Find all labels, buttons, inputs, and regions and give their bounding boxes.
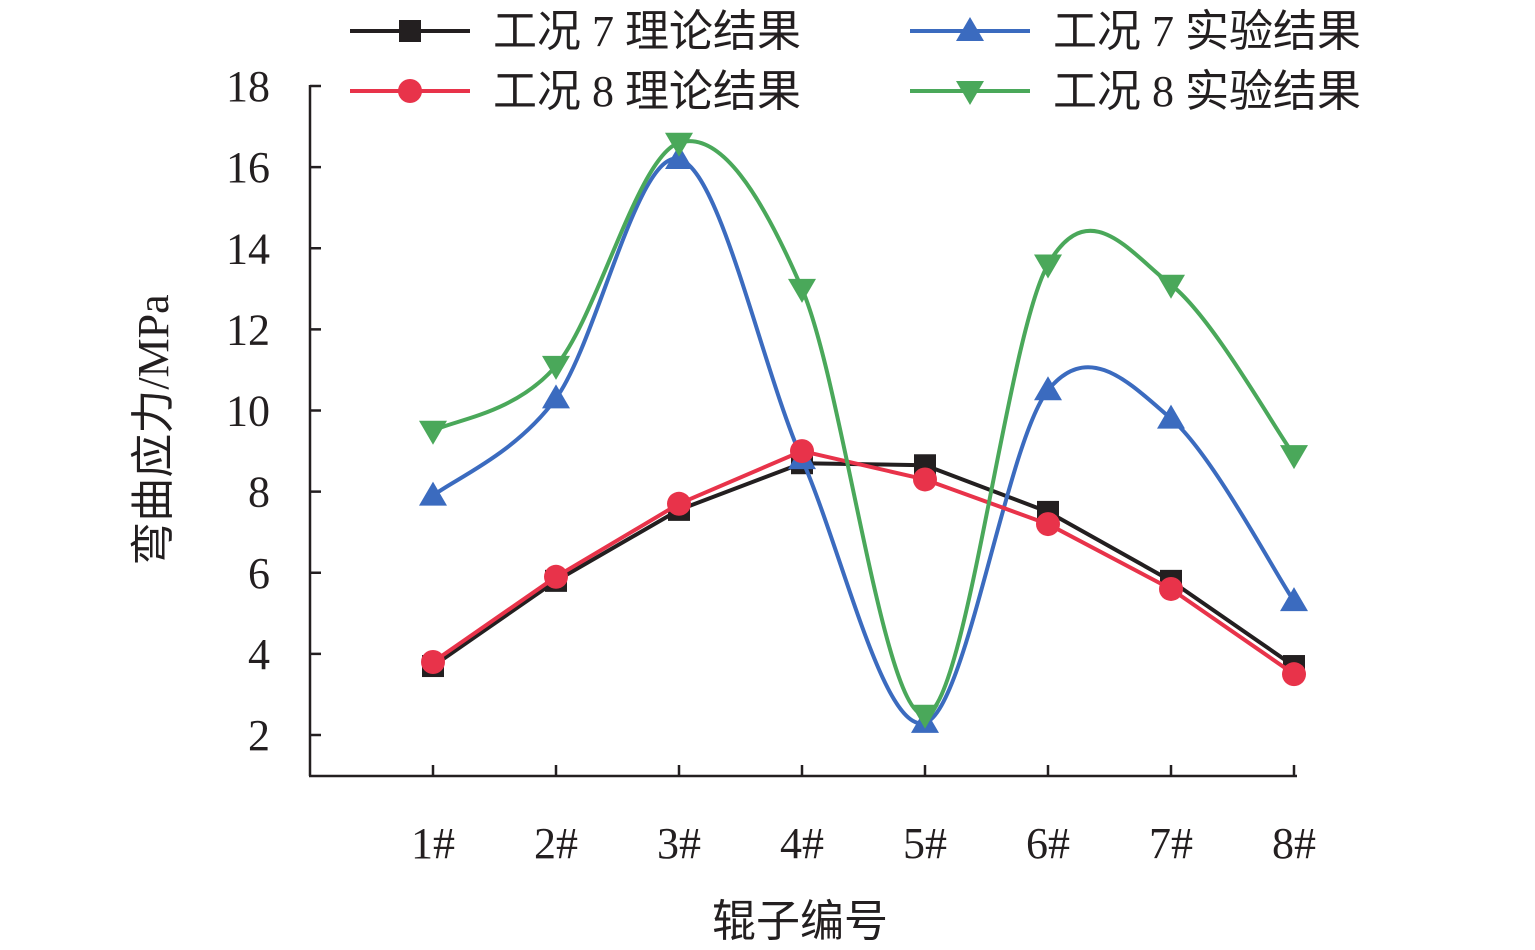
legend-item: 工况 8 理论结果 — [350, 67, 801, 116]
data-point — [544, 564, 568, 589]
y-tick-label: 18 — [226, 62, 270, 111]
y-tick-label: 14 — [226, 224, 270, 273]
data-point — [790, 439, 814, 464]
series-line — [432, 139, 1296, 717]
y-tick-label: 4 — [248, 630, 270, 679]
legend-label: 工况 8 实验结果 — [1053, 67, 1361, 116]
data-point — [1282, 662, 1306, 687]
legend-swatch-marker — [956, 17, 984, 41]
y-tick-label: 16 — [226, 143, 270, 192]
data-point — [419, 420, 447, 445]
data-point — [1034, 376, 1062, 401]
x-ticks: 1# 2# 3# 4# 5# 6# 7# 8# — [411, 765, 1316, 868]
data-point — [788, 278, 816, 303]
data-point — [419, 481, 447, 506]
y-tick-label: 10 — [226, 387, 270, 436]
legend-swatch-marker — [398, 79, 422, 103]
data-point — [911, 704, 939, 729]
legend-label: 工况 7 实验结果 — [1053, 7, 1361, 56]
legend-item: 工况 8 实验结果 — [910, 67, 1361, 116]
series-line — [431, 156, 1296, 726]
x-tick-label: 2# — [534, 819, 578, 868]
series-line — [431, 449, 1296, 676]
x-tick-label: 7# — [1149, 819, 1193, 868]
y-tick-label: 8 — [248, 468, 270, 517]
data-point — [542, 355, 570, 380]
legend-swatch-marker — [956, 81, 984, 105]
y-tick-label: 12 — [226, 305, 270, 354]
data-point — [1034, 254, 1062, 279]
x-tick-label: 6# — [1026, 819, 1070, 868]
series-3 — [421, 439, 1306, 687]
x-tick-label: 4# — [780, 819, 824, 868]
series — [419, 132, 1308, 733]
series-1 — [422, 452, 1305, 678]
y-axis-title: 弯曲应力/MPa — [129, 294, 178, 565]
x-tick-label: 8# — [1272, 819, 1316, 868]
legend-swatch-marker — [399, 20, 421, 42]
data-point — [1157, 404, 1185, 429]
legend-item: 工况 7 理论结果 — [350, 7, 801, 56]
data-point — [1157, 274, 1185, 299]
x-tick-label: 5# — [903, 819, 947, 868]
data-point — [667, 491, 691, 516]
data-point — [542, 384, 570, 409]
axes — [308, 85, 1297, 778]
data-point — [665, 145, 693, 170]
data-point — [665, 132, 693, 157]
series-2 — [419, 145, 1308, 733]
series-4 — [419, 132, 1308, 729]
legend-item: 工况 7 实验结果 — [910, 7, 1361, 56]
data-point — [1280, 445, 1308, 470]
x-tick-label: 3# — [657, 819, 701, 868]
y-ticks: 2 4 6 8 10 12 14 16 18 — [226, 62, 321, 760]
x-axis-title: 辊子编号 — [712, 897, 888, 946]
legend-label: 工况 8 理论结果 — [493, 67, 801, 116]
y-tick-label: 2 — [248, 711, 270, 760]
data-point — [1159, 576, 1183, 601]
x-tick-label: 1# — [411, 819, 455, 868]
legend-label: 工况 7 理论结果 — [493, 7, 801, 56]
data-point — [421, 649, 445, 674]
data-point — [1280, 587, 1308, 612]
y-tick-label: 6 — [248, 549, 270, 598]
data-point — [1036, 512, 1060, 537]
data-point — [913, 467, 937, 492]
